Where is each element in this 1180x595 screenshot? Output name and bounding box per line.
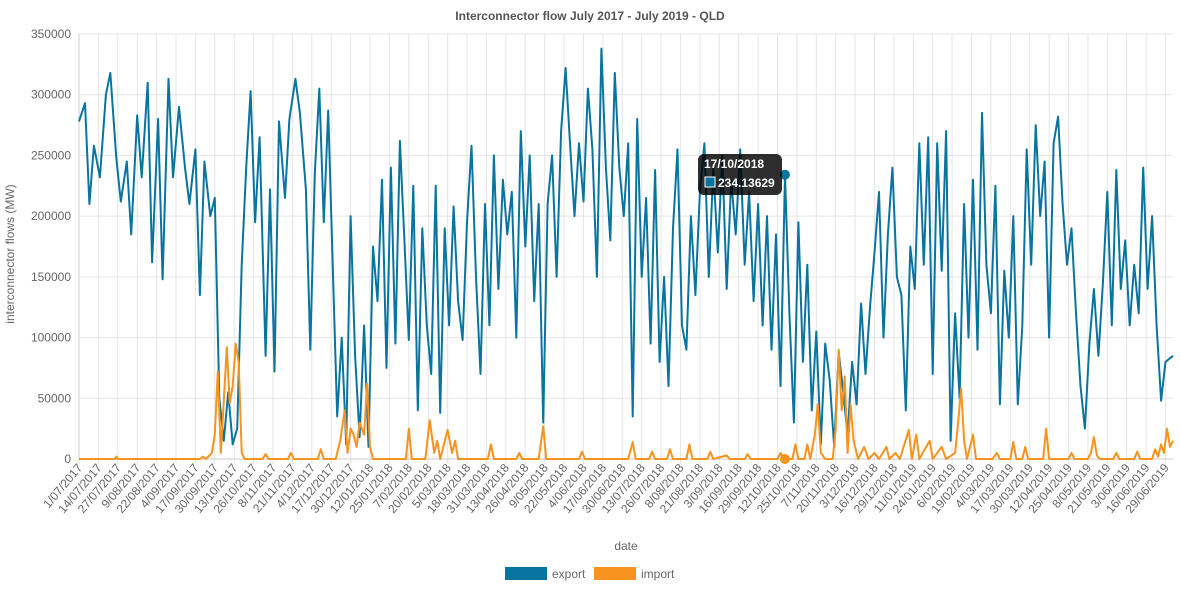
- y-tick-label: 0: [64, 452, 71, 466]
- legend: export import: [505, 567, 675, 581]
- y-tick-label: 50000: [38, 391, 72, 405]
- chart-title: Interconnector flow July 2017 - July 201…: [455, 9, 725, 23]
- y-axis-ticks: 0 50000 100000 150000 200000 250000 300000 3500…: [31, 27, 71, 466]
- hover-points: [779, 169, 790, 464]
- hover-point-import[interactable]: [779, 454, 790, 464]
- tooltip-date: 17/10/2018: [704, 157, 764, 171]
- legend-item-import[interactable]: import: [594, 567, 675, 581]
- x-axis-title: date: [614, 539, 638, 553]
- legend-label-import: import: [641, 567, 675, 581]
- tooltip-background: [698, 154, 782, 195]
- series-line-import: [79, 342, 1174, 460]
- legend-label-export: export: [552, 567, 586, 581]
- y-tick-label: 150000: [31, 270, 71, 284]
- tooltip-swatch: [704, 176, 716, 188]
- y-tick-label: 250000: [31, 148, 71, 162]
- y-tick-label: 300000: [31, 88, 71, 102]
- grid: [78, 33, 1173, 464]
- y-tick-label: 350000: [31, 27, 71, 41]
- y-tick-label: 200000: [31, 209, 71, 223]
- legend-swatch-import: [594, 567, 636, 580]
- y-axis-title: interconnector flows (MW): [3, 184, 17, 323]
- tooltip: 17/10/2018 234.13629: [698, 154, 782, 195]
- tooltip-value: 234.13629: [718, 176, 775, 190]
- legend-swatch-export: [505, 567, 547, 580]
- x-axis-ticks: 1/07/201714/07/201727/07/20179/08/201722…: [40, 461, 1172, 516]
- series-lines: [78, 47, 1174, 460]
- series-line-export: [78, 47, 1174, 448]
- legend-item-export[interactable]: export: [505, 567, 586, 581]
- y-tick-label: 100000: [31, 331, 71, 345]
